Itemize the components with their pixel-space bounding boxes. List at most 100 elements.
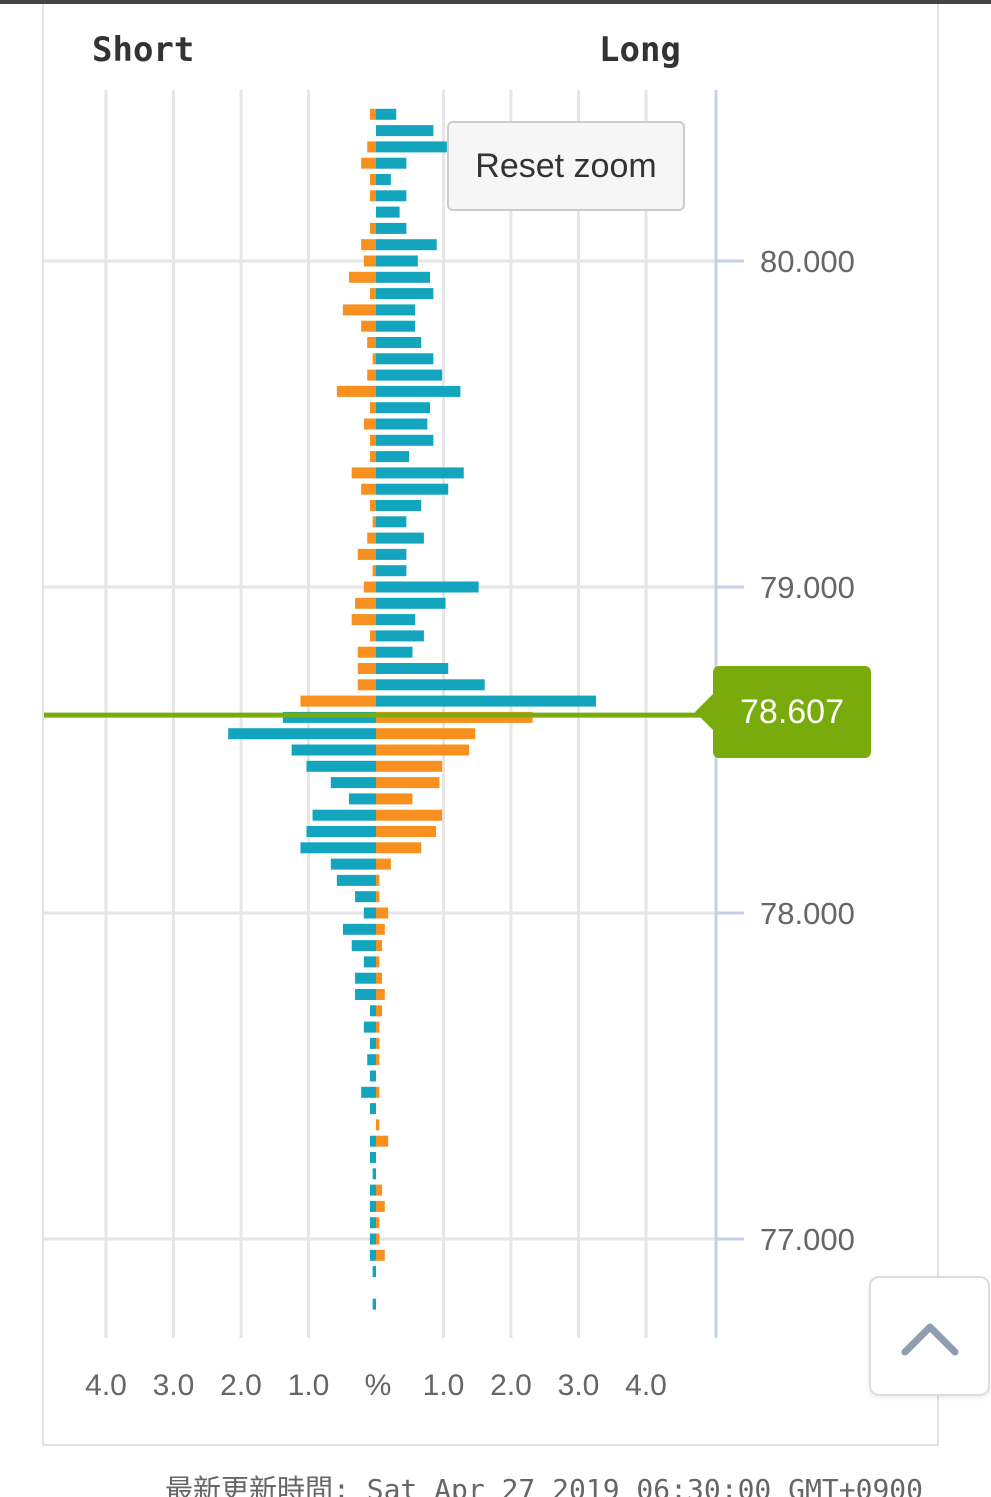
short-bar	[376, 891, 380, 903]
x-tick-label: 4.0	[625, 1369, 667, 1402]
long-bar	[376, 288, 434, 300]
long-bar	[376, 467, 464, 479]
current-price-label: 78.607	[740, 692, 844, 731]
long-bar	[291, 744, 376, 756]
long-bar	[369, 1103, 376, 1115]
long-bar	[330, 777, 376, 789]
short-bar	[357, 548, 376, 560]
long-bar	[369, 1249, 376, 1261]
long-bar	[355, 989, 376, 1000]
long-bar	[228, 728, 376, 740]
long-bar	[376, 271, 430, 283]
short-bar	[367, 532, 376, 544]
long-bar	[369, 1200, 376, 1212]
x-tick-label: %	[365, 1369, 392, 1402]
chart-canvas[interactable]: 4.0 3.0 2.0 1.0% 1.0 2.0 3.0 4.0 80.000 79.000 78…	[44, 4, 941, 1446]
long-bar	[376, 125, 434, 137]
long-bar	[376, 385, 461, 397]
short-bar	[376, 1233, 380, 1245]
long-bar	[376, 679, 485, 691]
long-bar	[306, 760, 376, 772]
long-bar	[376, 630, 424, 642]
long-bar	[376, 222, 407, 234]
short-bar	[369, 451, 376, 463]
short-bar	[363, 255, 376, 267]
long-bar	[336, 874, 376, 886]
long-bar	[376, 614, 416, 626]
short-bar	[351, 467, 376, 479]
long-bar	[376, 695, 597, 707]
long-bar	[376, 646, 413, 658]
long-bar	[376, 500, 422, 511]
long-bar	[372, 1266, 376, 1278]
short-bar	[376, 1021, 380, 1033]
bars-layer	[228, 108, 597, 1310]
short-bar	[369, 434, 376, 446]
short-header: Short	[92, 30, 194, 70]
y-tick-label: 80.000	[760, 244, 855, 279]
short-bar	[361, 320, 376, 332]
short-bar	[361, 239, 376, 251]
short-bar	[336, 385, 376, 397]
long-bar	[376, 206, 400, 218]
short-bar	[376, 1184, 383, 1196]
long-bar	[376, 141, 447, 153]
short-bar	[369, 108, 376, 120]
long-bar	[369, 1152, 376, 1163]
short-bar	[355, 597, 376, 609]
long-bar	[376, 304, 416, 316]
current-price-badge: 78.607	[695, 666, 871, 758]
y-tick-label: 79.000	[760, 570, 855, 605]
long-bar	[306, 826, 376, 837]
reset-zoom-button[interactable]: Reset zoom	[447, 121, 685, 211]
long-bar	[363, 1021, 376, 1033]
long-bar	[372, 1298, 376, 1310]
short-bar	[369, 190, 376, 202]
short-bar	[376, 1200, 385, 1212]
long-bar	[369, 1070, 376, 1082]
long-bar	[376, 157, 407, 169]
short-bar	[300, 695, 376, 707]
last-updated-time: 最新更新時間: Sat Apr 27 2019 06:30:00 GMT+090…	[165, 1473, 924, 1497]
short-bar	[376, 972, 383, 984]
short-bar	[372, 353, 376, 365]
long-bar	[372, 1168, 376, 1180]
short-bar	[376, 1054, 380, 1066]
short-bar	[376, 1135, 389, 1147]
back-to-top-button[interactable]	[869, 1276, 990, 1396]
short-bar	[357, 646, 376, 658]
y-axis-ticks: 80.000 79.000 78.000 77.000	[716, 244, 855, 1257]
long-bar	[376, 548, 407, 560]
long-bar	[363, 907, 376, 919]
x-tick-label: 3.0	[558, 1369, 600, 1402]
y-tick-label: 78.000	[760, 896, 855, 931]
short-bar	[376, 744, 470, 756]
long-bar	[376, 565, 407, 577]
short-bar	[361, 483, 376, 495]
long-bar	[369, 1037, 376, 1049]
long-bar	[376, 418, 428, 430]
short-bar	[369, 222, 376, 234]
long-bar	[376, 483, 449, 495]
long-bar	[369, 1217, 376, 1229]
short-bar	[376, 1086, 380, 1098]
short-bar	[376, 1037, 380, 1049]
short-bar	[369, 288, 376, 300]
long-bar	[376, 369, 443, 381]
long-bar	[376, 255, 418, 267]
long-bar	[342, 923, 376, 935]
short-bar	[367, 337, 376, 348]
x-tick-label: 1.0	[423, 1369, 465, 1402]
short-bar	[376, 728, 476, 740]
short-bar	[376, 907, 389, 919]
short-bar	[376, 989, 385, 1000]
short-bar	[376, 956, 380, 968]
short-bar	[342, 304, 376, 316]
short-bar	[376, 858, 391, 870]
long-bar	[300, 842, 376, 854]
short-bar	[376, 1005, 383, 1017]
long-header: Long	[599, 30, 681, 70]
long-bar	[363, 956, 376, 968]
long-bar	[355, 891, 376, 903]
short-bar	[376, 793, 413, 805]
